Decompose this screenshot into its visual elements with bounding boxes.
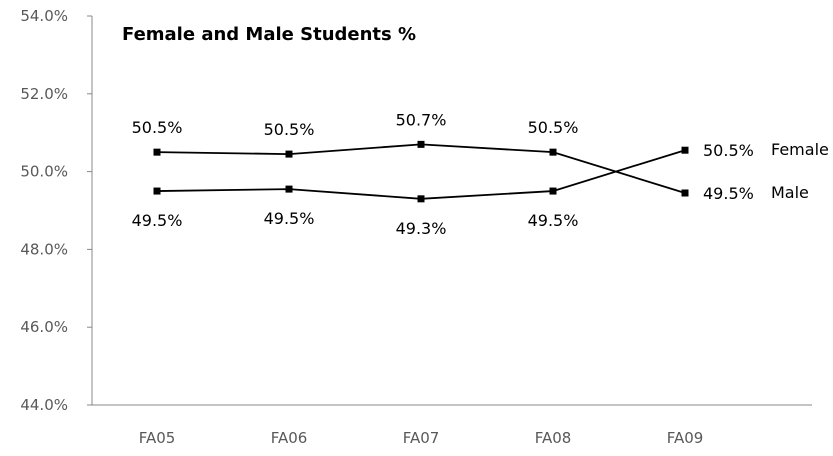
data-point	[549, 187, 557, 195]
data-label: 50.5%	[264, 120, 315, 139]
data-point	[285, 150, 293, 158]
series-female: 49.5% 49.5% 49.3% 49.5% 50.5% Female	[132, 140, 829, 238]
series-name-label: Female	[771, 140, 829, 159]
data-label: 50.5%	[528, 118, 579, 137]
data-label: 50.5%	[703, 141, 754, 160]
data-point	[681, 146, 689, 154]
y-tick-label: 46.0%	[20, 318, 68, 336]
y-tick-label: 54.0%	[20, 7, 68, 25]
series-line-female	[156, 149, 686, 200]
data-point	[285, 185, 293, 193]
data-label: 49.3%	[396, 219, 447, 238]
series-name-label: Male	[771, 183, 809, 202]
x-tick-label: FA06	[271, 429, 308, 447]
x-tick-label: FA08	[535, 429, 572, 447]
data-label: 50.7%	[396, 110, 447, 129]
data-label: 49.5%	[264, 209, 315, 228]
x-tick-label: FA05	[139, 429, 176, 447]
data-point	[417, 195, 425, 203]
y-axis-ticks: 44.0% 46.0% 48.0% 50.0% 52.0% 54.0%	[20, 7, 92, 414]
y-tick-label: 48.0%	[20, 240, 68, 258]
data-label: 49.5%	[132, 211, 183, 230]
data-point	[417, 140, 425, 148]
chart-title: Female and Male Students %	[122, 24, 416, 45]
data-point	[549, 148, 557, 156]
data-point	[681, 189, 689, 197]
data-label: 49.5%	[703, 184, 754, 203]
y-tick-label: 44.0%	[20, 396, 68, 414]
data-label: 49.5%	[528, 211, 579, 230]
x-tick-label: FA07	[403, 429, 440, 447]
axes	[91, 16, 812, 406]
y-tick-label: 52.0%	[20, 85, 68, 103]
x-axis-ticks: FA05 FA06 FA07 FA08 FA09	[139, 429, 704, 447]
series-line-male	[156, 143, 686, 194]
series-male: 50.5% 50.5% 50.7% 50.5% 49.5% Male	[132, 110, 809, 203]
data-label: 50.5%	[132, 118, 183, 137]
data-point	[153, 187, 161, 195]
y-tick-label: 50.0%	[20, 163, 68, 181]
x-tick-label: FA09	[667, 429, 704, 447]
data-point	[153, 148, 161, 156]
